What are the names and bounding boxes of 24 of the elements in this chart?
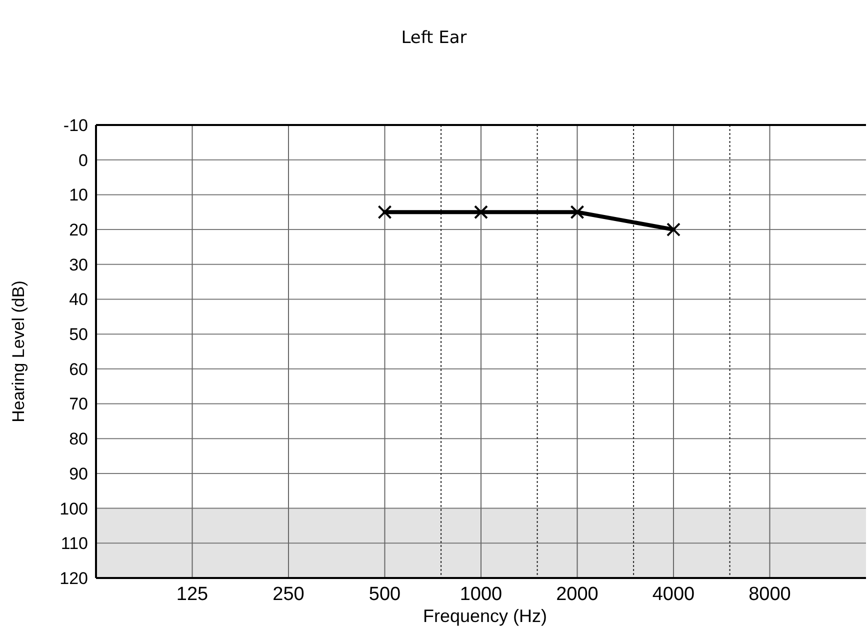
y-tick-label: 90: [69, 464, 88, 484]
y-tick-label: 10: [69, 186, 88, 205]
y-tick-label: 100: [60, 499, 88, 518]
chart-title: Left Ear: [401, 28, 467, 48]
x-tick-label: 250: [272, 584, 304, 605]
y-tick-label: 20: [69, 220, 88, 240]
y-tick-label: 120: [60, 568, 88, 588]
y-tick-label: 0: [78, 150, 88, 170]
y-tick-label: 70: [69, 394, 88, 414]
y-tick-label: 40: [69, 290, 88, 310]
x-tick-label: 2000: [556, 584, 598, 605]
y-tick-label: 60: [69, 360, 88, 379]
x-tick-label: 125: [176, 584, 208, 605]
y-axis-title: Hearing Level (dB): [9, 280, 28, 422]
y-tick-label: 80: [69, 430, 88, 449]
x-tick-label: 8000: [748, 584, 791, 605]
x-tick-label: 500: [368, 584, 401, 605]
y-tick-label: -10: [63, 116, 88, 135]
y-tick-label: 50: [69, 325, 88, 344]
y-tick-label: 110: [60, 534, 88, 554]
x-axis-title: Frequency (Hz): [422, 606, 548, 626]
y-tick-label: 30: [69, 255, 88, 274]
x-tick-label: 1000: [460, 584, 502, 605]
x-tick-label: 4000: [652, 584, 695, 605]
